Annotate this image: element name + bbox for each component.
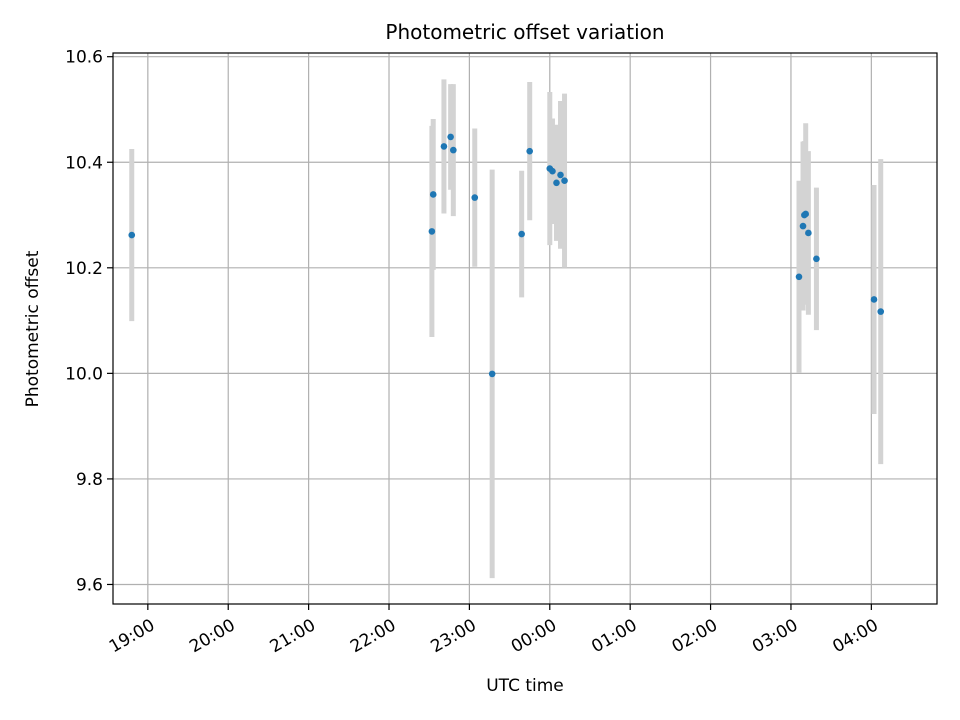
data-point (128, 231, 136, 239)
data-point (877, 308, 885, 315)
data-point (561, 177, 568, 185)
x-axis-title: UTC time (486, 676, 564, 696)
data-point (450, 146, 457, 154)
data-point (471, 194, 479, 201)
plot-frame (112, 52, 938, 605)
data-point (802, 210, 809, 218)
data-point (518, 230, 525, 238)
y-tick-label: 10.4 (65, 153, 103, 173)
data-point (799, 222, 807, 230)
data-point (795, 273, 803, 281)
data-point (447, 133, 454, 141)
data-point (805, 229, 812, 237)
data-point (526, 147, 533, 155)
y-tick-label: 10.2 (65, 259, 103, 279)
data-point (813, 255, 820, 263)
y-tick-label: 9.6 (76, 575, 103, 595)
y-tick-label: 10.6 (65, 48, 103, 68)
data-point (440, 143, 448, 150)
y-tick-label: 10.0 (65, 364, 103, 384)
data-point (428, 228, 436, 235)
chart-title: Photometric offset variation (385, 20, 664, 44)
data-point (557, 171, 564, 179)
data-point (870, 296, 878, 303)
y-axis-title: Photometric offset (23, 250, 43, 407)
data-point (488, 370, 496, 378)
data-point (549, 167, 556, 175)
data-points (128, 133, 885, 378)
data-point (553, 179, 560, 187)
data-point (429, 191, 437, 198)
y-tick-label: 9.8 (76, 470, 103, 490)
